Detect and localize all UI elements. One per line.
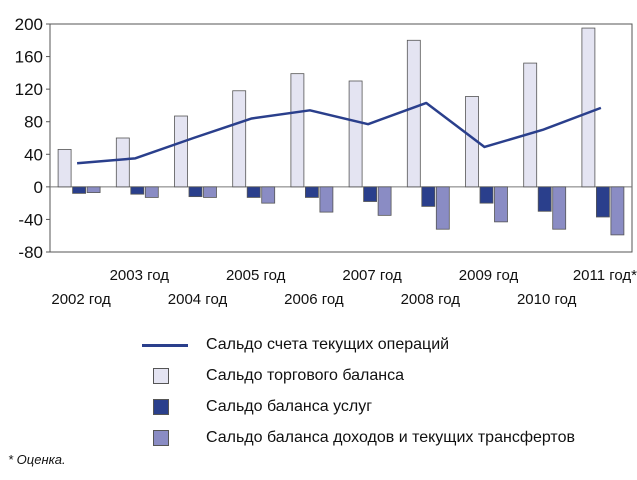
x-tick-label: 2003 год xyxy=(110,267,170,284)
bar-trade xyxy=(523,62,538,188)
legend: Сальдо счета текущих операций Сальдо тор… xyxy=(138,334,618,458)
legend-label: Сальдо счета текущих операций xyxy=(206,336,450,353)
x-tick-label: 2004 год xyxy=(168,291,228,308)
plot-border xyxy=(49,23,633,253)
plot-frame xyxy=(49,23,633,253)
legend-label: Сальдо баланса услуг xyxy=(206,398,373,415)
bar-services xyxy=(72,186,86,194)
bar-trade xyxy=(174,115,188,188)
current-account-line xyxy=(76,101,602,165)
y-tick-label: 80 xyxy=(24,113,43,132)
bar-income xyxy=(610,186,625,236)
legend-swatch-income xyxy=(153,430,169,446)
bar-services xyxy=(537,186,552,212)
bar-services xyxy=(479,186,494,204)
x-tick-label: 2010 год xyxy=(517,291,577,308)
legend-swatch-trade xyxy=(153,368,169,384)
bar-services xyxy=(304,186,319,198)
y-axis-ticks: 200 160 120 80 40 0 -40 -80 xyxy=(15,15,50,262)
y-tick-label: 40 xyxy=(24,145,43,164)
legend-swatch-line xyxy=(142,344,188,347)
bar-income xyxy=(319,186,334,213)
y-tick-label: 120 xyxy=(15,80,43,99)
bar-trade xyxy=(406,39,421,188)
bar-trade xyxy=(290,73,305,188)
bar-services xyxy=(130,186,145,195)
current-account-line-layer xyxy=(76,101,602,165)
bar-income xyxy=(494,186,508,223)
y-tick-label: -80 xyxy=(18,243,43,262)
bar-services xyxy=(363,186,378,202)
legend-label: Сальдо торгового баланса xyxy=(206,367,405,384)
y-tick-label: -40 xyxy=(18,210,43,229)
bar-income xyxy=(552,186,567,230)
legend-item-trade-balance: Сальдо торгового баланса xyxy=(138,365,618,396)
bar-services xyxy=(246,186,261,198)
legend-item-current-account: Сальдо счета текущих операций xyxy=(138,334,618,365)
x-tick-label: 2007 год xyxy=(342,267,402,284)
legend-swatch-services xyxy=(153,399,169,415)
x-axis-labels: 2002 год 2003 год 2004 год 2005 год 2006 год… xyxy=(51,267,637,308)
y-tick-label: 0 xyxy=(34,178,43,197)
bar-income xyxy=(377,186,392,216)
bar-services xyxy=(421,186,436,207)
y-tick-label: 160 xyxy=(15,48,43,67)
x-tick-label: 2002 год xyxy=(51,291,111,308)
x-tick-label: 2006 год xyxy=(284,291,344,308)
bars xyxy=(57,27,625,236)
bar-trade xyxy=(232,90,247,188)
bar-income xyxy=(86,186,101,193)
legend-item-income-balance: Сальдо баланса доходов и текущих трансфе… xyxy=(138,427,618,458)
bar-services xyxy=(596,186,610,218)
bar-services xyxy=(188,186,203,198)
x-tick-label: 2008 год xyxy=(401,291,461,308)
bar-trade xyxy=(581,27,596,188)
bar-trade xyxy=(57,148,72,188)
legend-item-services-balance: Сальдо баланса услуг xyxy=(138,396,618,427)
y-tick-label: 200 xyxy=(15,15,43,34)
footnote: * Оценка. xyxy=(8,452,66,467)
bar-trade xyxy=(115,137,130,188)
x-tick-label: 2009 год xyxy=(459,267,519,284)
x-tick-label: 2005 год xyxy=(226,267,286,284)
bar-trade xyxy=(348,80,363,188)
bar-income xyxy=(435,186,450,230)
bar-income xyxy=(203,186,217,198)
x-tick-label: 2011 год* xyxy=(573,267,637,284)
bar-income xyxy=(144,186,159,198)
legend-label: Сальдо баланса доходов и текущих трансфе… xyxy=(206,429,575,446)
bar-income xyxy=(261,186,276,204)
